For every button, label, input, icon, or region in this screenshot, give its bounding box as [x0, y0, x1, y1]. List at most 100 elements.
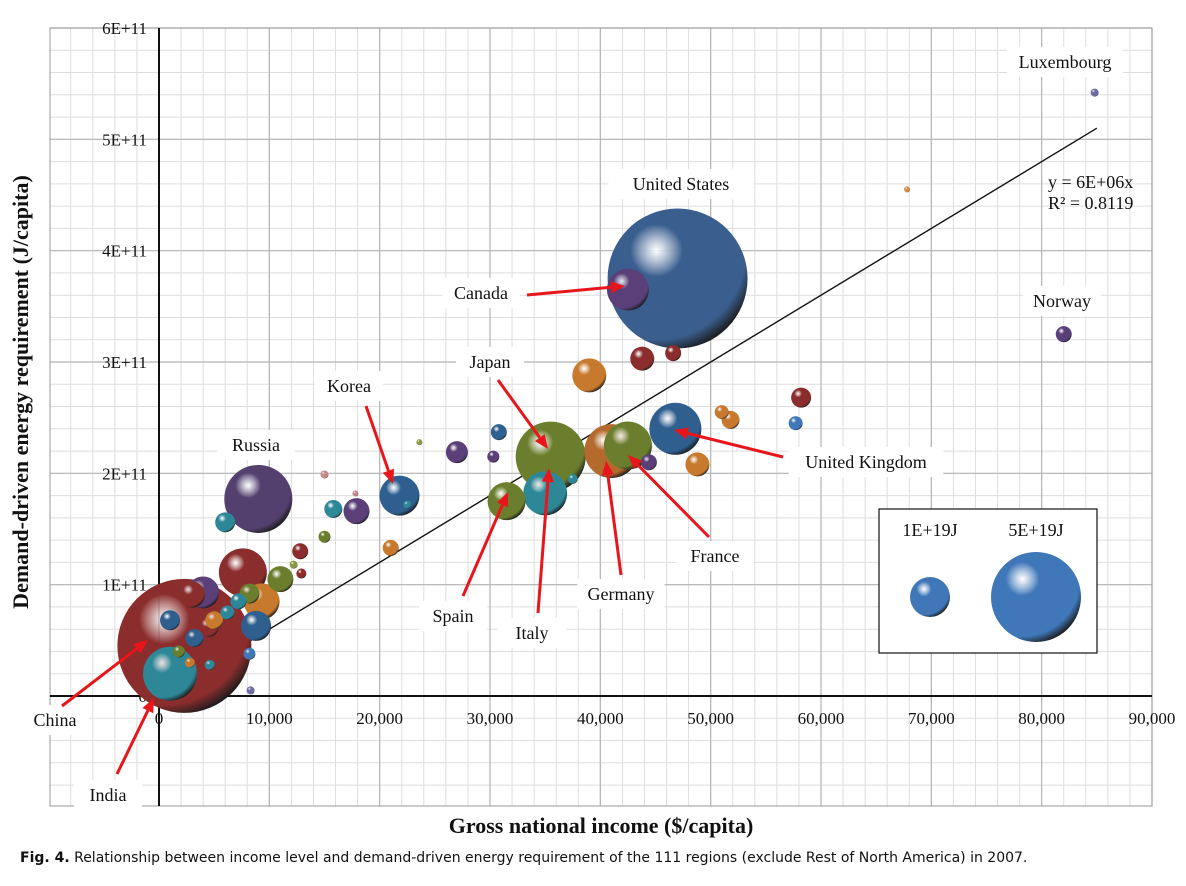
bubble: [184, 657, 195, 668]
arrow-head: [628, 455, 643, 470]
bubble: [788, 416, 803, 431]
x-tick-label: 90,000: [1129, 709, 1176, 728]
arrow-head: [541, 468, 554, 483]
bubble: [230, 593, 247, 610]
legend-large-bubble: [991, 552, 1081, 642]
bubble: [292, 543, 309, 560]
bubble: [179, 581, 206, 608]
bubble: [640, 454, 657, 471]
arrow-head: [610, 281, 625, 294]
arrow-line: [687, 431, 784, 459]
label-united-kingdom: United Kingdom: [805, 452, 927, 472]
label-box: [442, 278, 520, 308]
bubble: [324, 499, 343, 518]
label-box: [676, 541, 754, 571]
bubble: [665, 345, 682, 362]
bubble: [267, 566, 294, 593]
figure-label: Fig. 4.: [20, 850, 70, 866]
caption-text: Relationship between income level and de…: [74, 850, 1028, 866]
legend-small-bubble: [910, 577, 950, 617]
bubble-korea: [379, 475, 420, 516]
size-legend: 1E+19J 5E+19J: [878, 508, 1098, 654]
label-box: [315, 371, 383, 401]
y-tick-label: 2E+11: [102, 464, 147, 483]
arrow-line: [606, 474, 623, 576]
arrow-line: [536, 481, 550, 614]
label-united-states: United States: [633, 174, 730, 194]
label-box: [74, 780, 142, 810]
bubbles: [117, 88, 1099, 713]
label-france: France: [691, 546, 740, 566]
bubble: [289, 560, 298, 569]
bubble: [490, 424, 507, 441]
arrow-line: [364, 405, 390, 472]
bubble-france: [603, 421, 652, 470]
label-russia: Russia: [232, 435, 280, 455]
bubble: [382, 539, 399, 556]
y-tick-label: 3E+11: [102, 353, 147, 372]
bubble: [318, 530, 331, 543]
bubble: [246, 686, 255, 695]
axis-titles: Gross national income ($/capita) Demand-…: [8, 175, 753, 838]
bubble-india: [143, 646, 198, 701]
bubble: [567, 473, 578, 484]
x-tick-label: 50,000: [687, 709, 734, 728]
trendline-equation: y = 6E+06x: [1048, 172, 1133, 192]
y-axis-title: Demand-driven energy requirement (J/capi…: [8, 175, 33, 609]
bubble: [572, 358, 607, 393]
label-korea: Korea: [327, 376, 371, 396]
arrow-head: [496, 492, 508, 508]
x-axis-title: Gross national income ($/capita): [449, 813, 754, 838]
annotation-arrows: [61, 281, 784, 775]
bubble: [205, 611, 224, 630]
arrow-head: [674, 427, 690, 440]
arrow-line: [115, 709, 150, 775]
label-box: [456, 347, 524, 377]
arrow-line: [61, 647, 138, 708]
arrow-head: [382, 468, 395, 484]
bubble: [403, 500, 412, 509]
bubble: [172, 645, 185, 658]
bubble: [343, 498, 370, 525]
label-box: [788, 447, 944, 477]
label-germany: Germany: [588, 584, 655, 604]
bubble: [904, 186, 911, 193]
bubble-canada: [606, 268, 649, 311]
label-canada: Canada: [454, 283, 508, 303]
label-italy: Italy: [516, 623, 549, 643]
bubble-united-kingdom: [649, 402, 702, 455]
bubble: [185, 629, 204, 648]
label-box: [498, 618, 566, 648]
plot-frame: [49, 27, 1153, 807]
arrow-line: [461, 504, 504, 597]
bubble-united-states: [607, 208, 748, 349]
label-box: [608, 169, 754, 199]
label-box: [1023, 286, 1101, 316]
label-box: [419, 601, 487, 631]
arrow-line: [636, 463, 711, 539]
label-india: India: [90, 785, 127, 805]
bubble: [296, 568, 307, 579]
y-tick-label: 4E+11: [102, 242, 147, 261]
bubble: [416, 439, 423, 446]
bubble-norway: [1055, 326, 1072, 343]
x-tick-label: 10,000: [246, 709, 293, 728]
arrow-head: [534, 434, 548, 449]
label-box: [21, 705, 89, 735]
bubble: [487, 450, 500, 463]
label-box: [577, 579, 665, 609]
axes: 0 10,000 20,000 30,000 40,000 50,000 60,000 70,…: [50, 19, 1175, 806]
label-box: [217, 430, 295, 460]
trendline-r2: R² = 0.8119: [1048, 193, 1133, 213]
x-tick-label: 70,000: [908, 709, 955, 728]
bubble: [204, 659, 215, 670]
label-luxembourg: Luxembourg: [1019, 52, 1112, 72]
label-spain: Spain: [432, 606, 473, 626]
y-tick-label: 1E+11: [102, 576, 147, 595]
bubble: [215, 512, 236, 533]
bubble: [714, 405, 729, 420]
label-china: China: [34, 710, 77, 730]
x-tick-label: 80,000: [1018, 709, 1065, 728]
x-tick-label: 30,000: [467, 709, 514, 728]
